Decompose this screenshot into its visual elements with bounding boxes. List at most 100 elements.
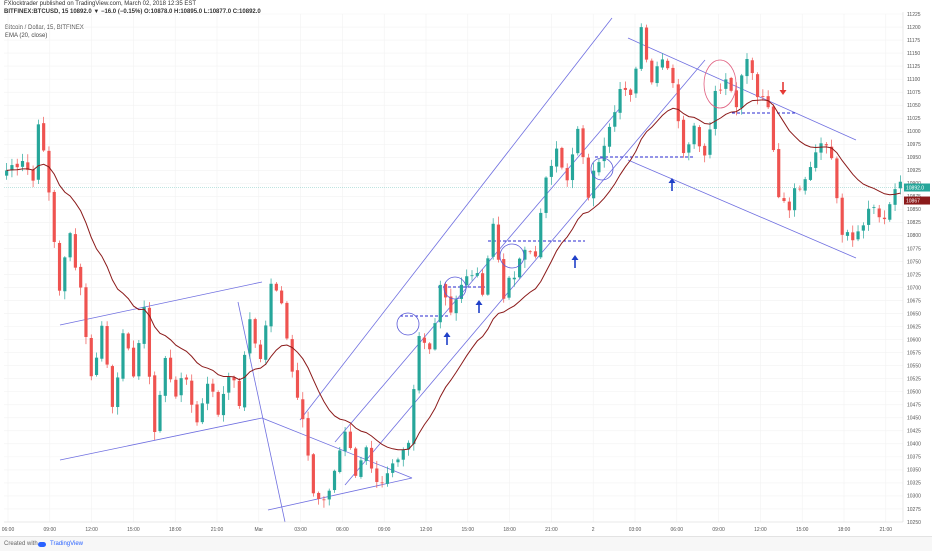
candle-body [496, 224, 501, 260]
time-tick-label: Mar [254, 527, 263, 533]
candle-body [248, 319, 252, 354]
ema-price-tag [904, 196, 930, 205]
chart-header: FXlocktrader published on TradingView.co… [0, 0, 932, 15]
publisher-line: FXlocktrader published on TradingView.co… [4, 1, 196, 7]
candle-body [687, 144, 691, 153]
candle-body [417, 336, 421, 391]
price-tick-label: 10400 [907, 442, 921, 448]
candle-body [454, 299, 458, 314]
price-tick-label: 10825 [907, 220, 921, 226]
time-tick-label: 21:00 [211, 527, 224, 533]
chart-legend: Bitcoin / Dollar, 15, BITFINEX EMA (20, … [5, 24, 84, 40]
candle-body [692, 125, 696, 145]
candle-body [644, 27, 649, 60]
candle-body [317, 492, 321, 500]
candle-body [163, 357, 167, 396]
price-axis[interactable]: 11225 11200 11175 11150 11125 11100 11075 11050… [902, 12, 930, 526]
reversal-ellipse [703, 59, 737, 109]
candle-body [893, 189, 897, 205]
arrow-head [668, 178, 676, 183]
highlight-circle [499, 243, 525, 269]
candle-body [52, 191, 56, 242]
time-tick-label: 06:00 [671, 527, 684, 533]
up-arrow-icon [475, 300, 483, 313]
candle-body [592, 170, 596, 199]
time-tick-label: 09:00 [378, 527, 391, 533]
candle-body [888, 204, 892, 220]
candle-body [221, 393, 226, 416]
candle-body [184, 377, 189, 380]
candle-body [835, 158, 839, 199]
candle-body [533, 251, 538, 257]
footer-bar: Created with TradingView [0, 536, 932, 551]
tradingview-logo-icon [38, 542, 46, 547]
ema-line [6, 99, 901, 451]
price-tick-label: 10275 [907, 507, 921, 513]
candle-body [740, 75, 744, 108]
candle-body [5, 170, 9, 176]
candle-body [560, 147, 564, 168]
candle-body [121, 333, 125, 379]
time-tick-label: 09:00 [712, 527, 725, 533]
candle-body [734, 90, 739, 108]
candlestick-series [5, 23, 902, 508]
candle-body [412, 389, 416, 445]
candle-body [597, 162, 601, 173]
candle-body [555, 148, 559, 167]
price-tick-label: 10575 [907, 350, 921, 356]
price-tick-label: 10600 [907, 337, 921, 343]
candle-body [258, 344, 263, 359]
candle-body [422, 337, 427, 343]
highlight-circle [590, 157, 614, 181]
time-tick-label: 15:00 [796, 527, 809, 533]
candle-body [195, 404, 199, 423]
price-tick-label: 10300 [907, 494, 921, 500]
candle-body [295, 370, 300, 398]
price-tick-label: 10650 [907, 311, 921, 317]
candle-body [274, 283, 278, 291]
highlight-circle [396, 312, 420, 336]
candle-body [406, 442, 411, 450]
price-chart[interactable]: 11225 11200 11175 11150 11125 11100 11075 11050… [0, 0, 932, 536]
candle-body [459, 284, 464, 299]
time-axis[interactable]: 06:00 09:00 12:00 15:00 18:00 21:00 Mar 03:00 06… [2, 521, 903, 533]
price-tick-label: 11025 [907, 116, 921, 122]
ema-series [6, 99, 901, 451]
price-tick-label: 10375 [907, 455, 921, 461]
candle-body [666, 60, 670, 69]
candle-body [634, 68, 638, 94]
candle-body [729, 77, 733, 91]
trend-channel-line [299, 17, 613, 421]
time-tick-label: 03:00 [294, 527, 307, 533]
candle-body [507, 277, 511, 298]
trend-channel-line [237, 301, 286, 523]
candle-body [301, 399, 305, 420]
price-tick-label: 10950 [907, 155, 921, 161]
candle-body [602, 145, 606, 162]
candle-body [528, 251, 532, 253]
candle-body [475, 273, 479, 276]
price-tick-label: 11100 [907, 77, 920, 83]
down-arrow-icon [779, 82, 787, 95]
candle-body [73, 234, 77, 268]
candle-body [872, 207, 876, 208]
price-tick-label: 11075 [907, 90, 921, 96]
trend-channel-line [59, 281, 263, 326]
candle-body [306, 418, 310, 456]
candle-body [703, 145, 707, 156]
price-tick-label: 10425 [907, 429, 921, 435]
candle-body [581, 128, 585, 158]
candle-body [750, 60, 754, 74]
candle-body [94, 357, 99, 375]
candle-body [131, 347, 136, 377]
candle-body [375, 468, 379, 482]
time-tick-label: 12:00 [85, 527, 98, 533]
legend-title: Bitcoin / Dollar, 15, BITFINEX [5, 25, 84, 31]
candle-body [158, 394, 162, 432]
price-tick-label: 11000 [907, 129, 921, 135]
candle-body [290, 339, 294, 372]
candle-body [57, 242, 62, 291]
up-arrow-icon [571, 255, 579, 268]
candle-body [613, 112, 617, 127]
footer-brand[interactable]: TradingView [50, 541, 84, 547]
